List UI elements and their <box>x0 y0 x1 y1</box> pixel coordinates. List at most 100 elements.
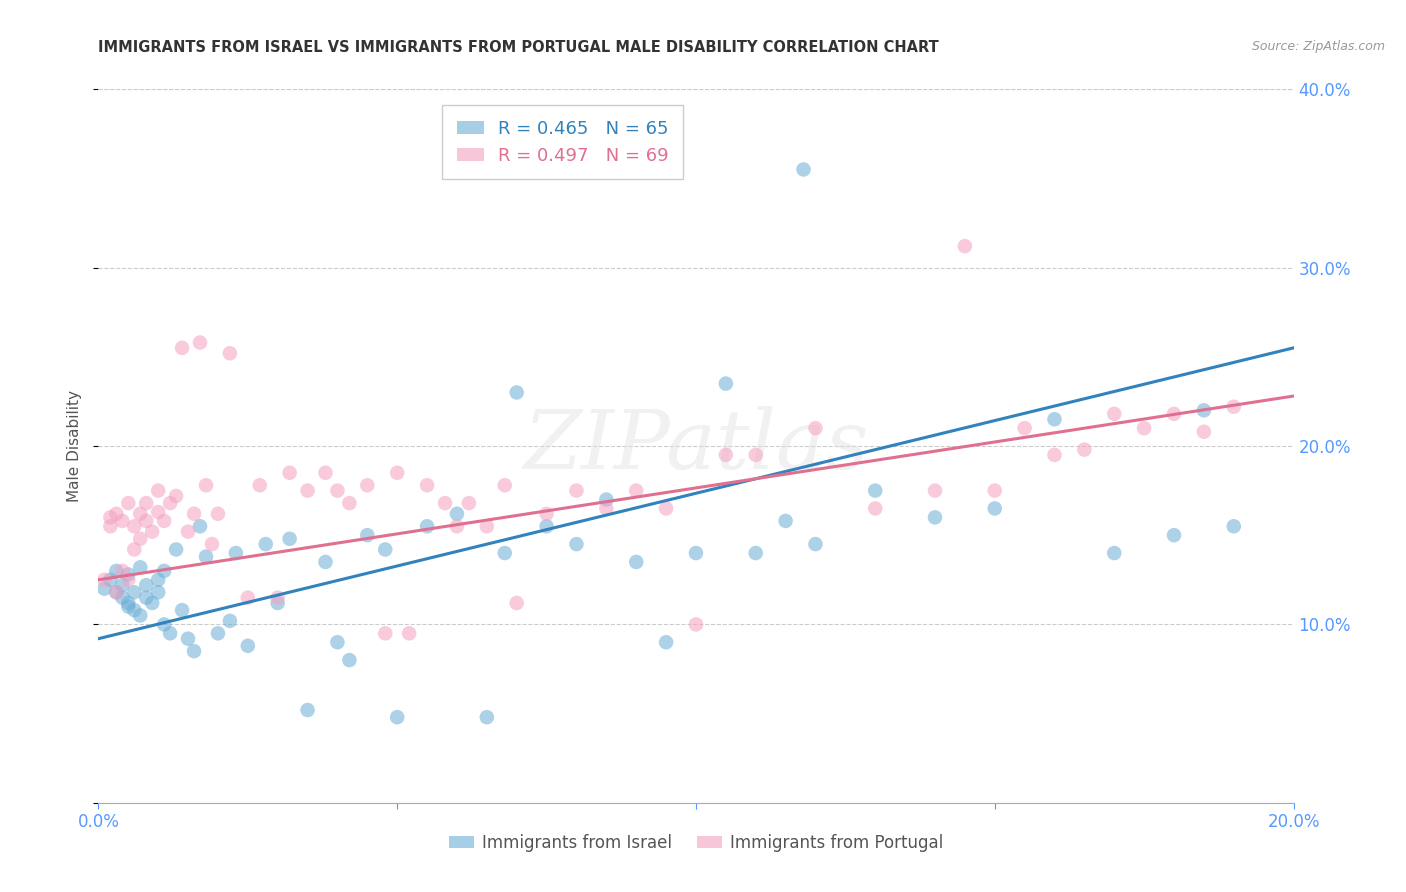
Point <box>416 478 439 492</box>
Point <box>1043 448 1066 462</box>
Point <box>1192 403 1215 417</box>
Point <box>745 546 768 560</box>
Point <box>124 603 146 617</box>
Point <box>225 546 247 560</box>
Point <box>188 519 211 533</box>
Point <box>183 507 205 521</box>
Point <box>385 466 409 480</box>
Point <box>953 239 976 253</box>
Point <box>685 546 707 560</box>
Point <box>626 483 648 498</box>
Point <box>506 385 529 400</box>
Point <box>141 524 163 539</box>
Point <box>93 573 115 587</box>
Point <box>356 478 378 492</box>
Point <box>129 532 152 546</box>
Point <box>117 496 139 510</box>
Point <box>267 596 290 610</box>
Point <box>1014 421 1036 435</box>
Point <box>135 578 157 592</box>
Point <box>339 653 361 667</box>
Point <box>1223 519 1246 533</box>
Point <box>219 614 242 628</box>
Point <box>129 507 152 521</box>
Text: Source: ZipAtlas.com: Source: ZipAtlas.com <box>1251 40 1385 54</box>
Point <box>315 466 337 480</box>
Point <box>148 483 170 498</box>
Point <box>111 578 134 592</box>
Point <box>416 519 439 533</box>
Point <box>278 532 301 546</box>
Point <box>374 626 396 640</box>
Point <box>105 585 128 599</box>
Point <box>315 555 337 569</box>
Point <box>1104 546 1126 560</box>
Point <box>924 483 946 498</box>
Point <box>745 448 768 462</box>
Point <box>1192 425 1215 439</box>
Point <box>148 505 170 519</box>
Point <box>124 519 146 533</box>
Point <box>297 483 319 498</box>
Point <box>249 478 271 492</box>
Point <box>595 492 617 507</box>
Point <box>165 489 187 503</box>
Point <box>1043 412 1066 426</box>
Point <box>1163 528 1185 542</box>
Point <box>159 496 181 510</box>
Point <box>1073 442 1095 457</box>
Point <box>236 591 259 605</box>
Point <box>201 537 224 551</box>
Point <box>924 510 946 524</box>
Point <box>1133 421 1156 435</box>
Point <box>105 564 128 578</box>
Point <box>98 510 122 524</box>
Point <box>135 514 157 528</box>
Point <box>135 591 157 605</box>
Point <box>865 501 887 516</box>
Point <box>117 567 139 582</box>
Point <box>159 626 181 640</box>
Point <box>267 591 290 605</box>
Point <box>655 501 678 516</box>
Y-axis label: Male Disability: Male Disability <box>67 390 83 502</box>
Point <box>207 626 229 640</box>
Point <box>685 617 707 632</box>
Point <box>385 710 409 724</box>
Point <box>111 564 134 578</box>
Point <box>1104 407 1126 421</box>
Point <box>804 537 827 551</box>
Point <box>153 617 176 632</box>
Point <box>117 573 139 587</box>
Point <box>188 335 211 350</box>
Point <box>111 591 134 605</box>
Point <box>984 501 1007 516</box>
Point <box>775 514 797 528</box>
Point <box>984 483 1007 498</box>
Point <box>494 478 516 492</box>
Point <box>195 478 218 492</box>
Point <box>148 573 170 587</box>
Point <box>356 528 378 542</box>
Point <box>1163 407 1185 421</box>
Point <box>536 507 558 521</box>
Text: IMMIGRANTS FROM ISRAEL VS IMMIGRANTS FROM PORTUGAL MALE DISABILITY CORRELATION C: IMMIGRANTS FROM ISRAEL VS IMMIGRANTS FRO… <box>98 40 939 55</box>
Point <box>183 644 205 658</box>
Point <box>172 341 194 355</box>
Point <box>565 537 588 551</box>
Point <box>374 542 396 557</box>
Point <box>195 549 218 564</box>
Point <box>339 496 361 510</box>
Point <box>793 162 815 177</box>
Point <box>124 585 146 599</box>
Point <box>135 496 157 510</box>
Point <box>458 496 481 510</box>
Point <box>98 573 122 587</box>
Point <box>93 582 115 596</box>
Point <box>326 483 349 498</box>
Point <box>165 542 187 557</box>
Point <box>804 421 827 435</box>
Point <box>177 524 200 539</box>
Point <box>148 585 170 599</box>
Point <box>278 466 301 480</box>
